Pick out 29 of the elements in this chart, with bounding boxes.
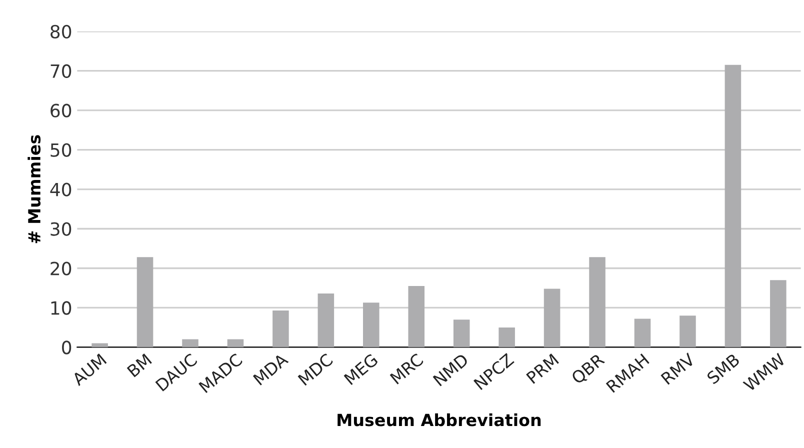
bar: [182, 339, 198, 348]
bar: [589, 257, 606, 348]
bar: [453, 320, 470, 348]
x-axis-title: Museum Abbreviation: [338, 413, 541, 426]
bar: [136, 257, 154, 348]
bar: [680, 316, 696, 348]
bar: [227, 339, 244, 348]
bar: [408, 286, 425, 348]
y-tick-label: 40: [50, 182, 72, 196]
y-tick-label: 0: [62, 340, 72, 354]
y-tick-label: 20: [50, 262, 72, 276]
bar: [318, 294, 334, 348]
bar: [770, 280, 786, 348]
bar: [724, 64, 742, 348]
y-tick-label: 70: [50, 64, 72, 78]
y-tick-label: 30: [50, 222, 72, 236]
x-tick-label: BM: [126, 354, 152, 378]
bar: [272, 310, 289, 348]
y-tick-label: 10: [51, 301, 72, 315]
y-tick-label: 60: [50, 104, 72, 118]
bar: [544, 288, 560, 348]
x-tick-label: QBR: [570, 352, 606, 386]
y-tick-label: 80: [50, 24, 72, 38]
y-axis-title: # Mummies: [28, 135, 41, 244]
bar: [92, 343, 108, 348]
bar: [363, 302, 380, 348]
bar: [634, 318, 651, 348]
y-tick-label: 50: [50, 143, 72, 157]
bar: [498, 327, 515, 348]
